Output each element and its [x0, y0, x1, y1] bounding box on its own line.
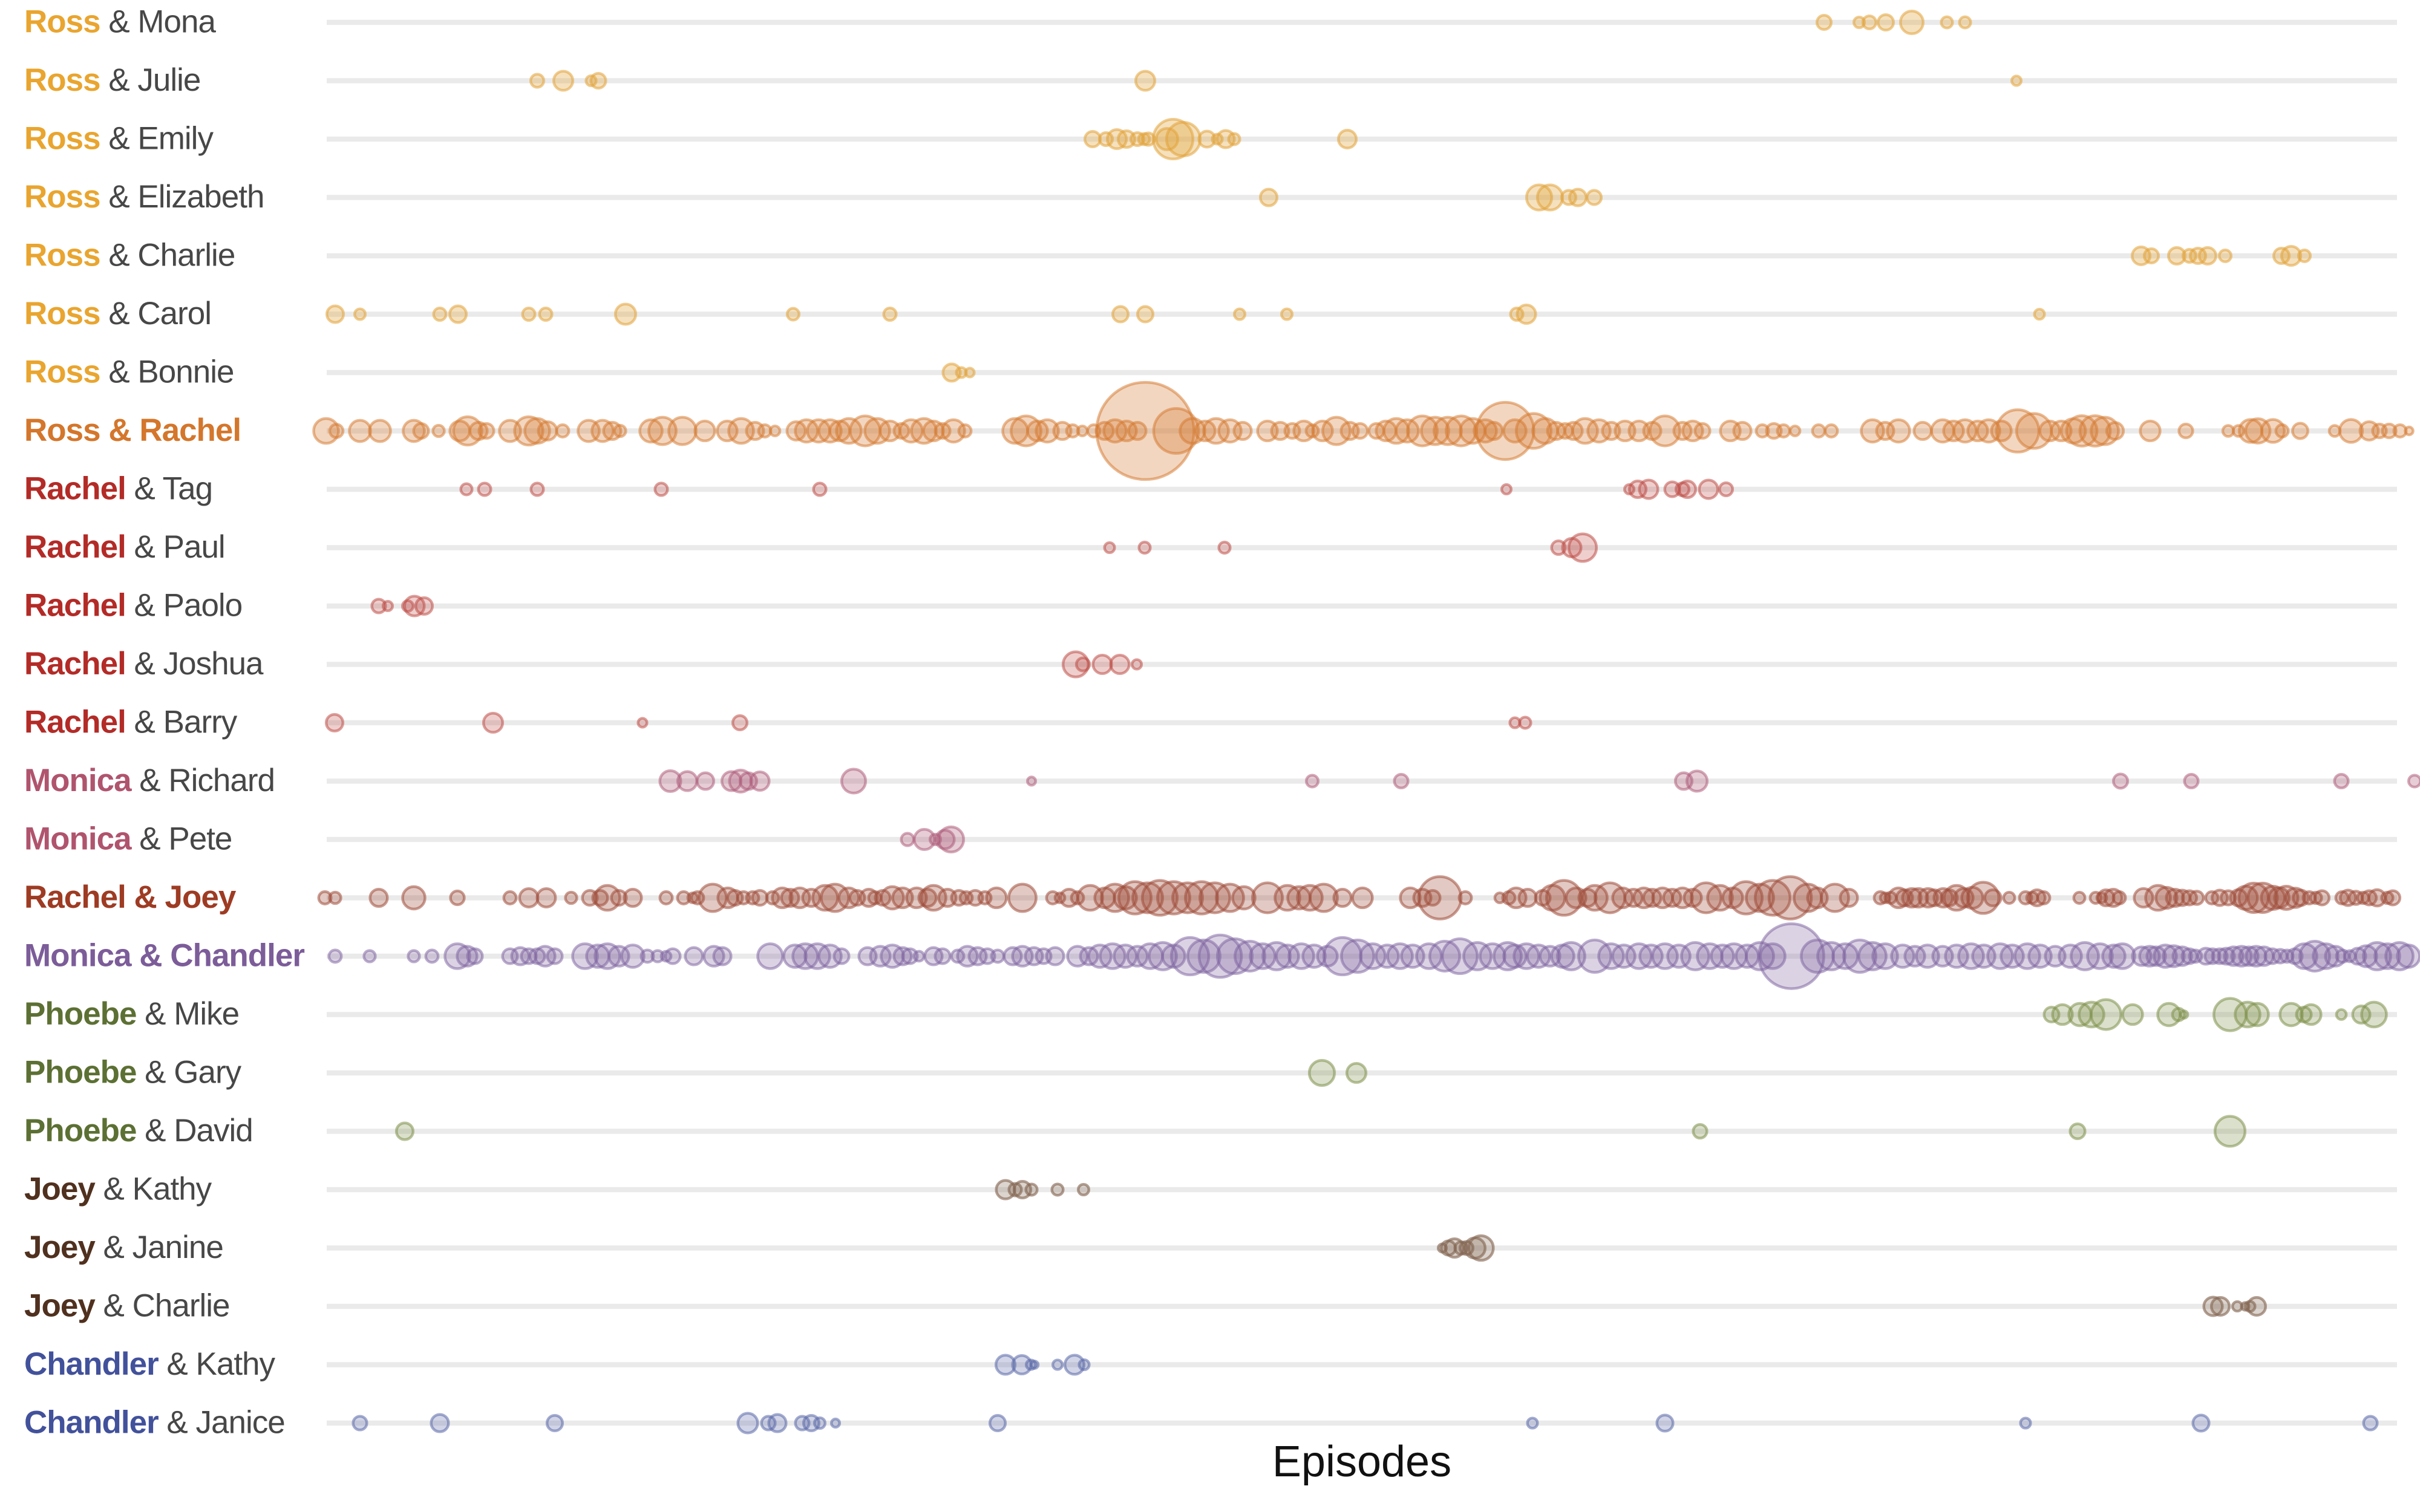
svg-text:Phoebe & Mike: Phoebe & Mike: [24, 996, 239, 1032]
svg-text:Joey & Janine: Joey & Janine: [24, 1230, 223, 1265]
svg-text:Ross & Rachel: Ross & Rachel: [24, 412, 241, 448]
svg-text:Ross & Mona: Ross & Mona: [24, 4, 217, 40]
svg-text:Rachel & Paolo: Rachel & Paolo: [24, 588, 242, 624]
svg-text:Chandler & Kathy: Chandler & Kathy: [24, 1346, 276, 1382]
svg-text:Monica & Richard: Monica & Richard: [24, 763, 275, 798]
svg-text:Phoebe & Gary: Phoebe & Gary: [24, 1055, 242, 1090]
svg-text:Ross & Julie: Ross & Julie: [24, 62, 200, 98]
svg-text:Ross & Elizabeth: Ross & Elizabeth: [24, 179, 264, 215]
svg-text:Ross & Carol: Ross & Carol: [24, 296, 211, 331]
svg-text:Monica & Chandler: Monica & Chandler: [24, 938, 304, 974]
svg-text:Monica & Pete: Monica & Pete: [24, 821, 232, 857]
svg-text:Rachel & Barry: Rachel & Barry: [24, 705, 238, 740]
svg-text:Rachel & Joshua: Rachel & Joshua: [24, 646, 264, 682]
svg-text:Rachel & Joey: Rachel & Joey: [24, 879, 237, 915]
svg-text:Ross & Emily: Ross & Emily: [24, 121, 214, 157]
svg-text:Phoebe & David: Phoebe & David: [24, 1113, 253, 1149]
svg-text:Episodes: Episodes: [1272, 1438, 1451, 1486]
svg-text:Joey & Kathy: Joey & Kathy: [24, 1171, 212, 1207]
svg-text:Ross & Charlie: Ross & Charlie: [24, 238, 235, 273]
svg-text:Chandler & Janice: Chandler & Janice: [24, 1405, 285, 1441]
svg-text:Joey & Charlie: Joey & Charlie: [24, 1288, 230, 1324]
svg-text:Rachel & Tag: Rachel & Tag: [24, 471, 212, 507]
svg-text:Rachel & Paul: Rachel & Paul: [24, 529, 225, 565]
svg-text:Ross & Bonnie: Ross & Bonnie: [24, 354, 234, 390]
